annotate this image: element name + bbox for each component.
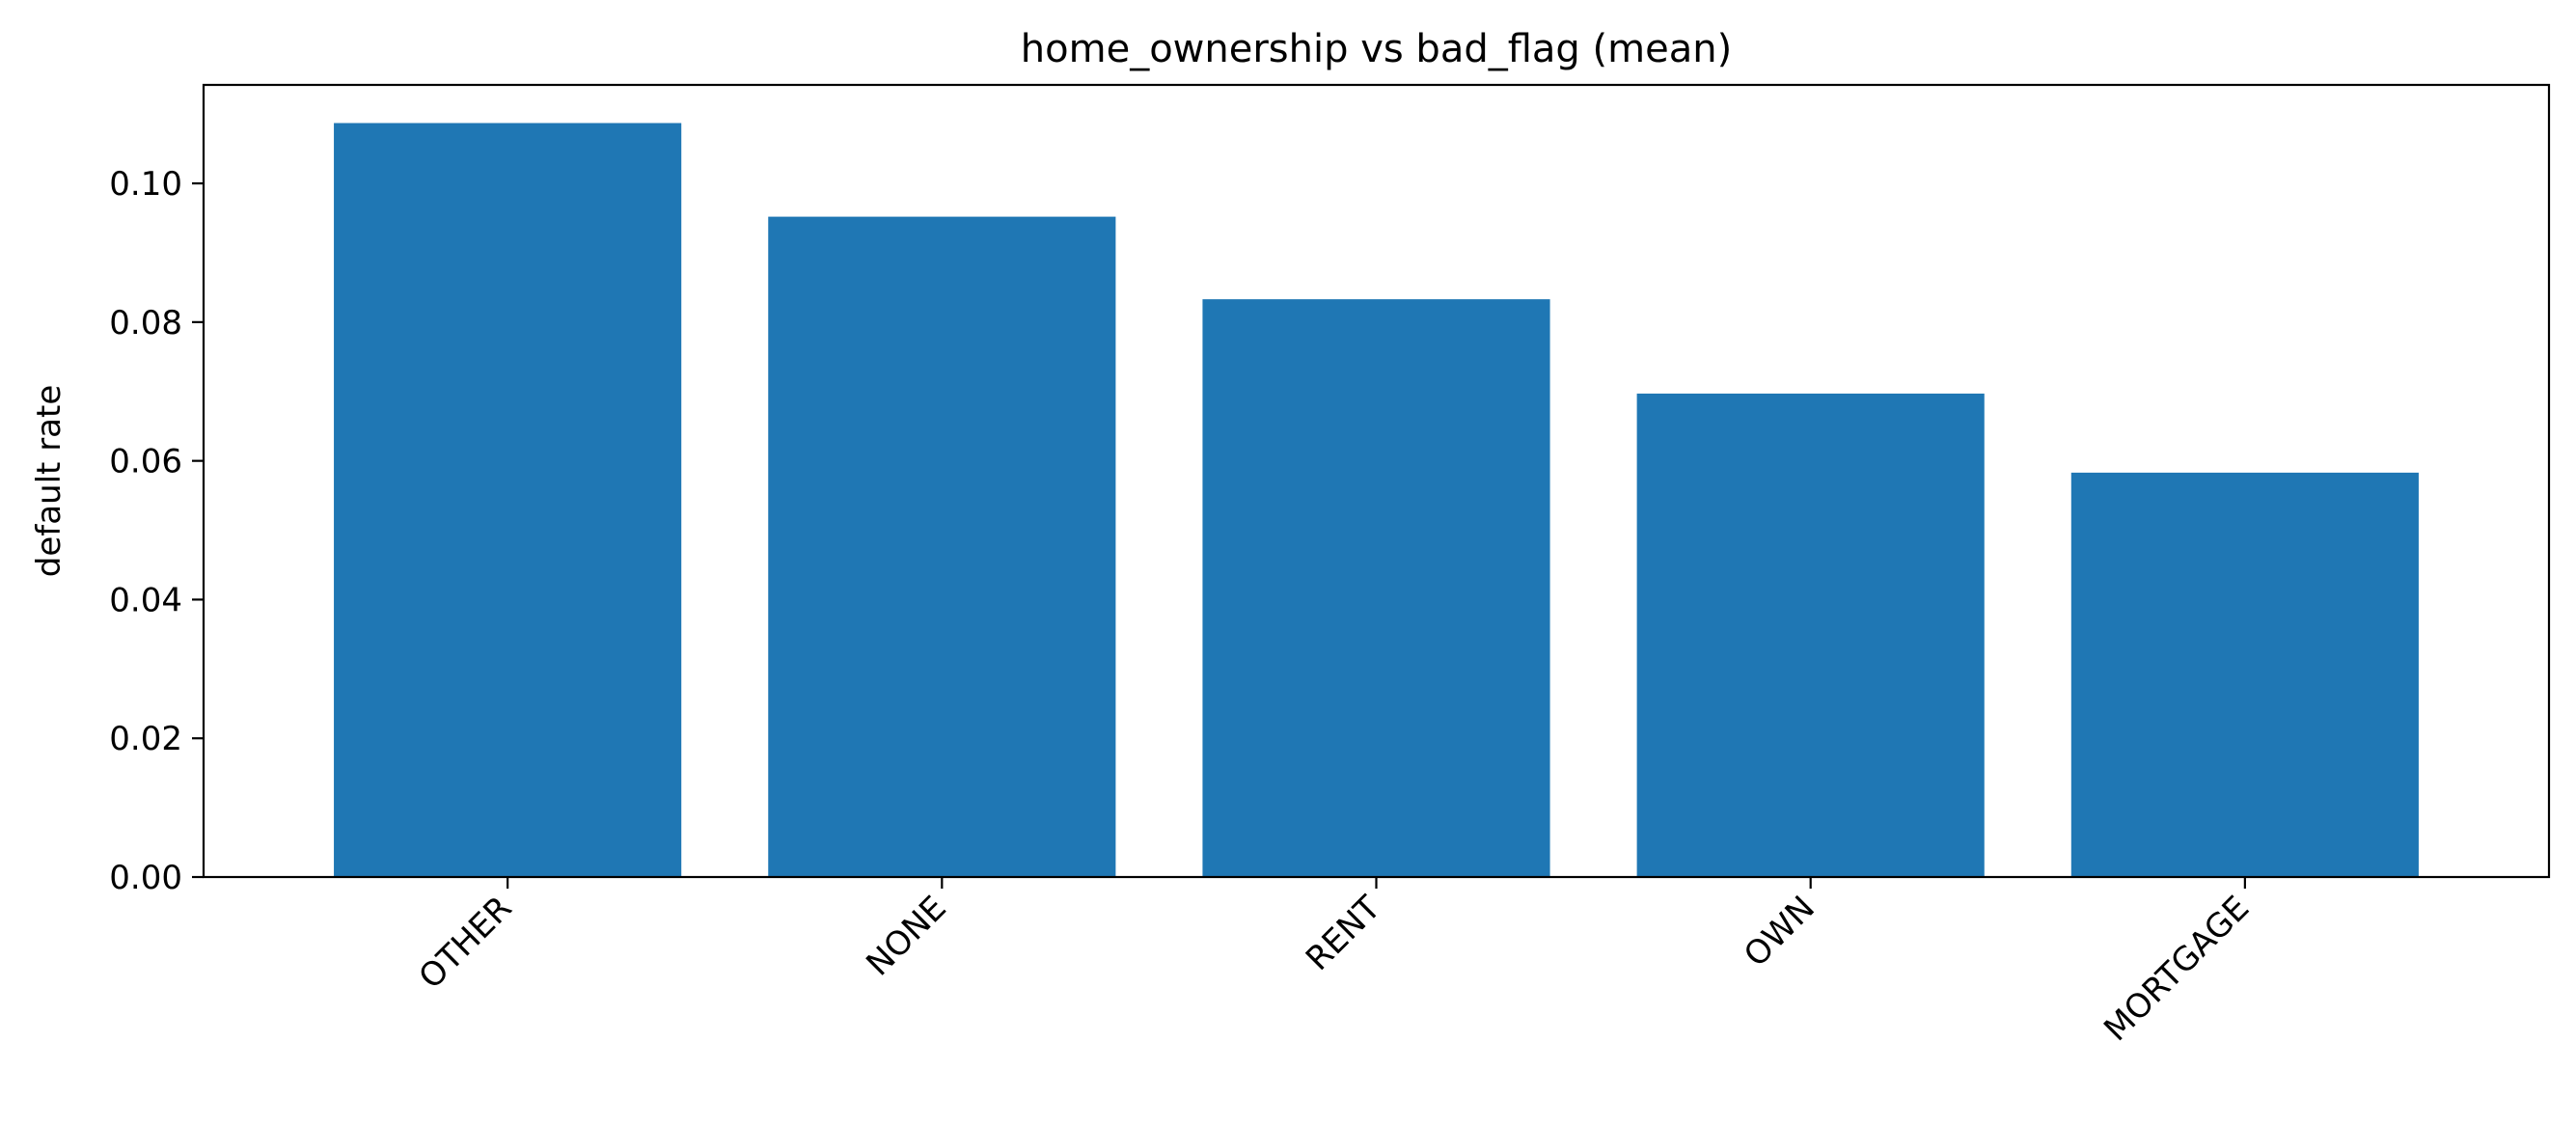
y-axis-label: default rate bbox=[30, 385, 69, 578]
bar-none bbox=[768, 216, 1116, 877]
x-tick-label-none: NONE bbox=[859, 889, 953, 983]
y-tick-label: 0.04 bbox=[109, 581, 182, 619]
x-tick-label-other: OTHER bbox=[412, 889, 520, 997]
x-axis-ticks: OTHER NONE RENT OWN MORTGAGE bbox=[412, 877, 2257, 1049]
chart-title: home_ownership vs bad_flag (mean) bbox=[1021, 27, 1732, 71]
y-tick-label: 0.08 bbox=[109, 304, 182, 343]
x-tick-label-mortgage: MORTGAGE bbox=[2096, 889, 2257, 1049]
bar-other bbox=[334, 123, 682, 877]
plot-area: 0.00 0.02 0.04 0.06 0.08 0.10 OTHER NONE RENT OW… bbox=[109, 83, 2551, 1049]
x-tick-label-rent: RENT bbox=[1299, 889, 1388, 978]
bar-own bbox=[1636, 393, 1985, 877]
bars-group bbox=[334, 123, 2419, 877]
y-tick-label: 0.10 bbox=[109, 165, 182, 204]
x-tick-label-own: OWN bbox=[1737, 889, 1822, 974]
y-tick-label: 0.00 bbox=[109, 859, 182, 897]
bar-mortgage bbox=[2070, 472, 2419, 877]
plot-frame bbox=[202, 83, 2551, 879]
y-axis-ticks: 0.00 0.02 0.04 0.06 0.08 0.10 bbox=[109, 165, 204, 897]
bar-rent bbox=[1202, 299, 1550, 877]
y-tick-label: 0.02 bbox=[109, 720, 182, 758]
y-tick-label: 0.06 bbox=[109, 443, 182, 481]
